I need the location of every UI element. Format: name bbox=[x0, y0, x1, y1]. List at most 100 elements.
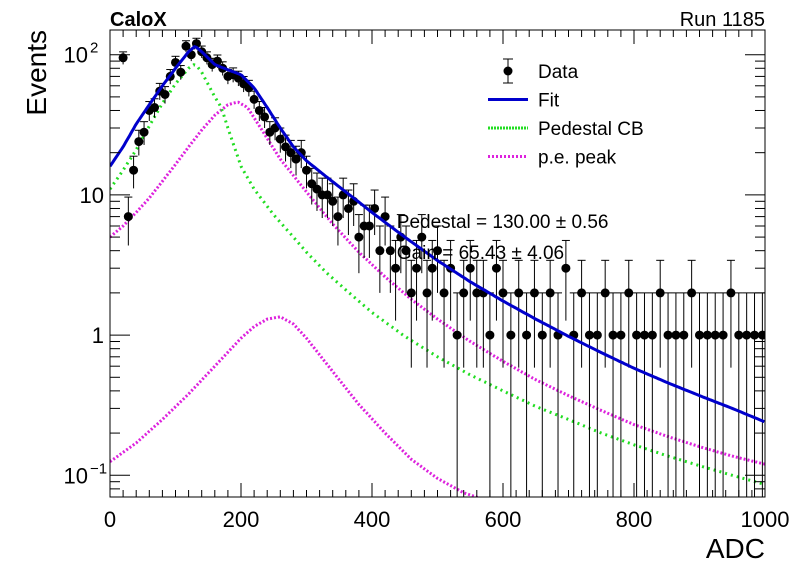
fit-result-annotation: Gain = 65.43 ± 4.06 bbox=[397, 243, 564, 264]
data-marker bbox=[452, 330, 462, 340]
data-point bbox=[545, 259, 555, 368]
data-point bbox=[322, 177, 332, 219]
data-marker bbox=[491, 263, 501, 273]
data-marker bbox=[150, 103, 160, 113]
x-tick-label: 600 bbox=[485, 507, 522, 532]
data-marker bbox=[375, 246, 385, 256]
data-point bbox=[757, 292, 765, 497]
data-point bbox=[734, 292, 744, 497]
data-point bbox=[561, 239, 571, 321]
data-marker bbox=[129, 165, 139, 175]
data-point bbox=[129, 155, 139, 189]
data-marker bbox=[472, 288, 482, 298]
data-point bbox=[452, 292, 462, 497]
data-point bbox=[687, 259, 697, 368]
legend-label: Pedestal CB bbox=[538, 119, 644, 140]
data-point bbox=[343, 189, 353, 236]
pedestal-cb-curve bbox=[110, 63, 765, 486]
data-marker bbox=[412, 263, 422, 273]
data-point bbox=[498, 259, 508, 368]
data-marker bbox=[286, 148, 296, 158]
data-point bbox=[577, 259, 587, 368]
data-point bbox=[663, 292, 673, 497]
data-marker bbox=[545, 288, 555, 298]
data-point bbox=[139, 121, 149, 145]
data-point bbox=[624, 259, 634, 368]
data-point bbox=[529, 259, 539, 368]
run-label: Run 1185 bbox=[680, 9, 765, 31]
fit-curve bbox=[110, 45, 765, 424]
data-point bbox=[118, 51, 128, 65]
data-points bbox=[118, 37, 765, 497]
y-tick-exponent: 2 bbox=[90, 40, 98, 57]
data-point bbox=[422, 259, 432, 368]
data-marker bbox=[522, 330, 532, 340]
data-point bbox=[427, 239, 437, 321]
data-marker bbox=[291, 154, 301, 164]
data-point bbox=[338, 177, 348, 219]
data-point bbox=[584, 292, 594, 497]
data-marker bbox=[624, 288, 634, 298]
data-point bbox=[485, 292, 495, 497]
data-marker bbox=[254, 105, 264, 115]
data-point bbox=[472, 259, 482, 368]
data-point bbox=[647, 292, 657, 497]
data-point bbox=[616, 292, 626, 497]
data-marker bbox=[312, 184, 322, 194]
data-point bbox=[417, 214, 427, 274]
data-marker bbox=[260, 112, 270, 122]
data-marker bbox=[118, 53, 128, 63]
data-point bbox=[123, 196, 133, 246]
data-marker bbox=[354, 232, 364, 242]
data-point bbox=[281, 134, 291, 162]
data-marker bbox=[176, 67, 186, 77]
data-point bbox=[522, 292, 532, 497]
data-marker bbox=[465, 263, 475, 273]
data-marker bbox=[427, 263, 437, 273]
data-point bbox=[655, 259, 665, 368]
data-marker bbox=[577, 288, 587, 298]
data-point bbox=[592, 292, 602, 497]
data-marker bbox=[417, 232, 427, 242]
data-marker bbox=[710, 330, 720, 340]
y-axis-label: Events bbox=[21, 30, 52, 116]
legend-entry: p.e. peak bbox=[488, 148, 617, 169]
data-marker bbox=[663, 330, 673, 340]
data-marker bbox=[647, 330, 657, 340]
data-point bbox=[506, 292, 516, 497]
data-marker bbox=[322, 190, 332, 200]
data-marker bbox=[608, 330, 618, 340]
data-marker bbox=[655, 288, 665, 298]
y-tick-exponent: −1 bbox=[90, 460, 107, 477]
pe-peak-curve-2 bbox=[110, 315, 482, 497]
data-marker bbox=[632, 330, 642, 340]
data-marker bbox=[734, 330, 744, 340]
legend-label: Fit bbox=[538, 91, 560, 112]
data-point bbox=[718, 292, 728, 497]
data-marker bbox=[433, 246, 442, 256]
data-point bbox=[671, 292, 681, 497]
x-axis-label: ADC bbox=[706, 533, 765, 564]
data-marker bbox=[718, 330, 728, 340]
data-marker bbox=[671, 330, 681, 340]
data-marker bbox=[123, 212, 133, 222]
data-point bbox=[275, 127, 285, 153]
x-tick-label: 200 bbox=[223, 507, 260, 532]
data-point bbox=[710, 292, 720, 497]
data-marker bbox=[695, 330, 704, 340]
data-marker bbox=[439, 288, 449, 298]
y-tick-label: 10 bbox=[64, 43, 88, 68]
data-marker bbox=[364, 221, 374, 231]
legend-entry: Pedestal CB bbox=[488, 119, 644, 140]
pe-peak-curve-1 bbox=[110, 100, 765, 466]
data-point bbox=[406, 259, 416, 368]
legend-label: p.e. peak bbox=[538, 148, 617, 169]
y-tick-label: 10 bbox=[80, 183, 104, 208]
x-tick-label: 400 bbox=[354, 507, 391, 532]
fit-result-annotation: Pedestal = 130.00 ± 0.56 bbox=[397, 212, 609, 233]
data-marker bbox=[592, 330, 602, 340]
data-marker bbox=[639, 330, 649, 340]
data-marker bbox=[328, 196, 338, 206]
data-marker bbox=[406, 288, 416, 298]
legend-label: Data bbox=[538, 62, 579, 83]
